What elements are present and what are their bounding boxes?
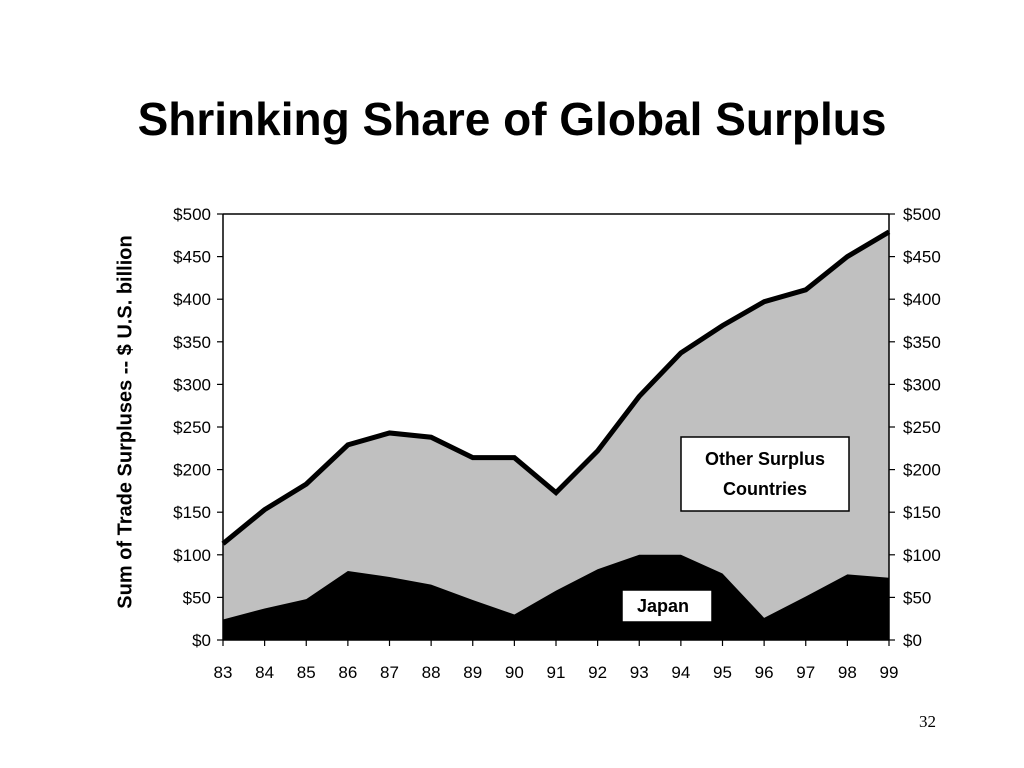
y-tick-label-left: $150 <box>173 503 211 522</box>
x-tick-label: 92 <box>588 663 607 682</box>
series-area-japan <box>223 554 889 640</box>
y-tick-label-left: $500 <box>173 205 211 224</box>
y-tick-label-right: $500 <box>903 205 941 224</box>
x-tick-label: 86 <box>338 663 357 682</box>
y-tick-label-right: $200 <box>903 461 941 480</box>
y-tick-label-right: $50 <box>903 588 931 607</box>
y-tick-label-right: $400 <box>903 290 941 309</box>
y-tick-label-left: $300 <box>173 375 211 394</box>
x-tick-label: 84 <box>255 663 274 682</box>
y-tick-label-right: $0 <box>903 631 922 650</box>
y-tick-label-left: $350 <box>173 333 211 352</box>
series-area-other-surplus <box>223 231 889 640</box>
x-tick-label: 88 <box>422 663 441 682</box>
japan-label: Japan <box>637 596 689 616</box>
total-line <box>221 229 891 546</box>
other-surplus-label-box <box>680 436 850 512</box>
x-tick-label: 98 <box>838 663 857 682</box>
other-surplus-label-line1: Other Surplus <box>705 449 825 469</box>
y-tick-label-left: $400 <box>173 290 211 309</box>
y-tick-label-left: $450 <box>173 248 211 267</box>
x-tick-label: 95 <box>713 663 732 682</box>
y-tick-label-left: $200 <box>173 461 211 480</box>
y-tick-label-left: $50 <box>183 588 211 607</box>
page-number: 32 <box>919 712 936 731</box>
x-tick-label: 90 <box>505 663 524 682</box>
x-tick-label: 91 <box>547 663 566 682</box>
x-tick-label: 97 <box>796 663 815 682</box>
y-tick-label-right: $300 <box>903 375 941 394</box>
y-tick-label-right: $450 <box>903 248 941 267</box>
y-tick-label-left: $0 <box>192 631 211 650</box>
x-tick-label: 83 <box>214 663 233 682</box>
x-tick-label: 87 <box>380 663 399 682</box>
x-tick-label: 89 <box>463 663 482 682</box>
slide-title: Shrinking Share of Global Surplus <box>137 93 887 145</box>
x-tick-label: 94 <box>671 663 690 682</box>
y-tick-label-left: $100 <box>173 546 211 565</box>
y-tick-label-right: $100 <box>903 546 941 565</box>
y-tick-label-left: $250 <box>173 418 211 437</box>
x-tick-label: 96 <box>755 663 774 682</box>
x-tick-label: 93 <box>630 663 649 682</box>
x-tick-label: 99 <box>880 663 899 682</box>
japan-label-box <box>621 589 713 623</box>
y-tick-label-right: $150 <box>903 503 941 522</box>
y-tick-label-right: $250 <box>903 418 941 437</box>
x-tick-label: 85 <box>297 663 316 682</box>
y-tick-label-right: $350 <box>903 333 941 352</box>
other-surplus-label-line2: Countries <box>723 479 807 499</box>
